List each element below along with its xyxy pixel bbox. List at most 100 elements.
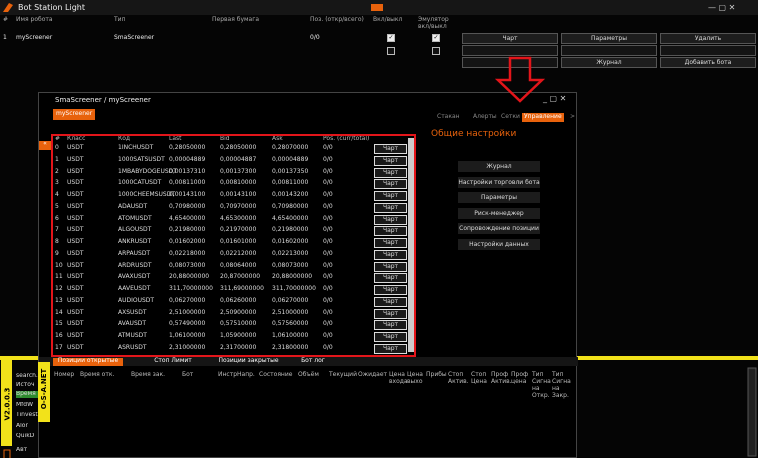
- side-tab[interactable]: Алерты: [473, 113, 497, 120]
- bottom-tab[interactable]: Бот лог: [301, 357, 325, 364]
- chart-button[interactable]: Чарт: [374, 214, 407, 225]
- chart-button[interactable]: Чарт: [374, 285, 407, 296]
- cell: 0/0: [323, 202, 333, 210]
- side-tab[interactable]: Управление: [522, 113, 564, 122]
- column-header: Класс: [67, 135, 86, 142]
- chart-button[interactable]: Чарт: [374, 332, 407, 343]
- cell: USDT: [67, 179, 84, 187]
- column-header: Вкл/выкл: [373, 16, 403, 23]
- window-title: SmaScreener / myScreener: [55, 96, 151, 104]
- chart-button[interactable]: Чарт: [374, 343, 407, 354]
- cell: AVAXUSDT: [118, 273, 151, 281]
- cell: ATOMUSDT: [118, 214, 152, 222]
- tab[interactable]: myScreener: [53, 109, 96, 120]
- empty-button[interactable]: [462, 45, 558, 56]
- cell: USDT: [67, 261, 84, 269]
- empty-button[interactable]: [561, 45, 657, 56]
- cell: 311,69000000: [220, 285, 264, 293]
- chart-button[interactable]: Чарт: [374, 273, 407, 284]
- cell: 0/0: [323, 144, 333, 151]
- settings-button[interactable]: Настройки данных: [458, 239, 540, 250]
- cell: 0,00143200: [272, 191, 309, 199]
- chart-button[interactable]: Чарт: [374, 202, 407, 213]
- bottom-tab[interactable]: Стоп Лимит: [154, 357, 192, 364]
- chart-button[interactable]: Чарт: [374, 308, 407, 319]
- chart-button[interactable]: Чарт: [374, 296, 407, 307]
- column-header: Время отк.: [80, 371, 115, 378]
- cell: 0/0: [323, 308, 333, 316]
- empty-button[interactable]: [660, 45, 756, 56]
- button[interactable]: Добавить бота: [660, 57, 756, 68]
- cell: USDT: [67, 167, 84, 175]
- collapse-button[interactable]: «: [39, 140, 51, 150]
- chart-button[interactable]: Чарт: [374, 191, 407, 202]
- settings-button[interactable]: Настройки торговли бота: [458, 177, 540, 188]
- side-tab[interactable]: >: [570, 113, 576, 120]
- empty-button[interactable]: [462, 57, 558, 68]
- chart-button[interactable]: Чарт: [374, 155, 407, 166]
- chart-button[interactable]: Чарт: [374, 249, 407, 260]
- chart-button[interactable]: Чарт: [374, 320, 407, 331]
- cell: 1MBABYDOGEUSDT: [118, 167, 177, 175]
- side-tab[interactable]: Сетки: [501, 113, 520, 120]
- cell: AVAUSDT: [118, 320, 147, 328]
- checkbox[interactable]: ✓: [387, 34, 395, 42]
- sidebar-item[interactable]: QuikD: [16, 433, 35, 439]
- cell: 1INCHUSDT: [118, 144, 154, 151]
- cell: 0,06270000: [169, 296, 206, 304]
- column-header: Bid: [220, 135, 230, 142]
- side-tab[interactable]: Стакан: [437, 113, 460, 120]
- sidebar-item[interactable]: Alor: [16, 423, 28, 429]
- sidebar-item[interactable]: Источ: [16, 382, 35, 388]
- cell: 0/0: [323, 179, 333, 187]
- cell: 2,31000000: [169, 343, 206, 351]
- cell: 2: [55, 167, 59, 175]
- bottom-tab[interactable]: Позиции закрытые: [218, 357, 279, 364]
- settings-button[interactable]: Параметры: [458, 192, 540, 203]
- cell: 20,87000000: [220, 273, 261, 281]
- settings-button[interactable]: Сопровождение позиции: [458, 223, 540, 234]
- cell: 12: [55, 285, 63, 293]
- column-header: Ожидает: [358, 371, 388, 378]
- screener-window: SmaScreener / myScreener _ ▢ ✕ myScreener «…: [38, 92, 578, 458]
- sidebar-item[interactable]: Tinvest: [16, 412, 38, 418]
- checkbox[interactable]: [387, 47, 395, 55]
- chart-button[interactable]: Чарт: [374, 179, 407, 190]
- bottom-tab[interactable]: Позиции открытые: [53, 357, 123, 366]
- chart-button[interactable]: Чарт: [374, 144, 407, 154]
- scrollbar[interactable]: [408, 138, 414, 352]
- settings-button[interactable]: Риск-менеджер: [458, 208, 540, 219]
- sidebar-item[interactable]: Авт: [16, 447, 28, 453]
- cell: 0/0: [323, 226, 333, 234]
- button[interactable]: Чарт: [462, 33, 558, 44]
- cell: ATMUSDT: [118, 332, 147, 340]
- sidebar-item[interactable]: MfdW: [16, 402, 34, 408]
- chart-button[interactable]: Чарт: [374, 238, 407, 249]
- checkbox[interactable]: [432, 47, 440, 55]
- button[interactable]: Журнал: [561, 57, 657, 68]
- cell: 0,02218000: [169, 249, 206, 257]
- cell: 1: [3, 34, 7, 41]
- window-title: Bot Station Light: [18, 3, 86, 12]
- chart-button[interactable]: Чарт: [374, 261, 407, 272]
- site-strip: [38, 362, 50, 422]
- cell: myScreener: [16, 34, 53, 41]
- chart-button[interactable]: Чарт: [374, 167, 407, 178]
- cell: USDT: [67, 343, 84, 351]
- cell: 5: [55, 202, 59, 210]
- cell: AXSUSDT: [118, 308, 147, 316]
- button[interactable]: Параметры: [561, 33, 657, 44]
- column-header: Напр.: [237, 371, 255, 378]
- settings-button[interactable]: Журнал: [458, 161, 540, 172]
- cell: 0/0: [323, 238, 333, 246]
- button[interactable]: Удалить: [660, 33, 756, 44]
- cell: 0,00811000: [169, 179, 206, 187]
- sidebar-item[interactable]: search...: [16, 373, 38, 379]
- cell: 0/0: [323, 285, 333, 293]
- cell: 9: [55, 249, 59, 257]
- sidebar-item[interactable]: Время: [16, 391, 38, 398]
- checkbox[interactable]: ✓: [432, 34, 440, 42]
- chart-button[interactable]: Чарт: [374, 226, 407, 237]
- cell: 15: [55, 320, 63, 328]
- column-header: Код: [118, 135, 131, 142]
